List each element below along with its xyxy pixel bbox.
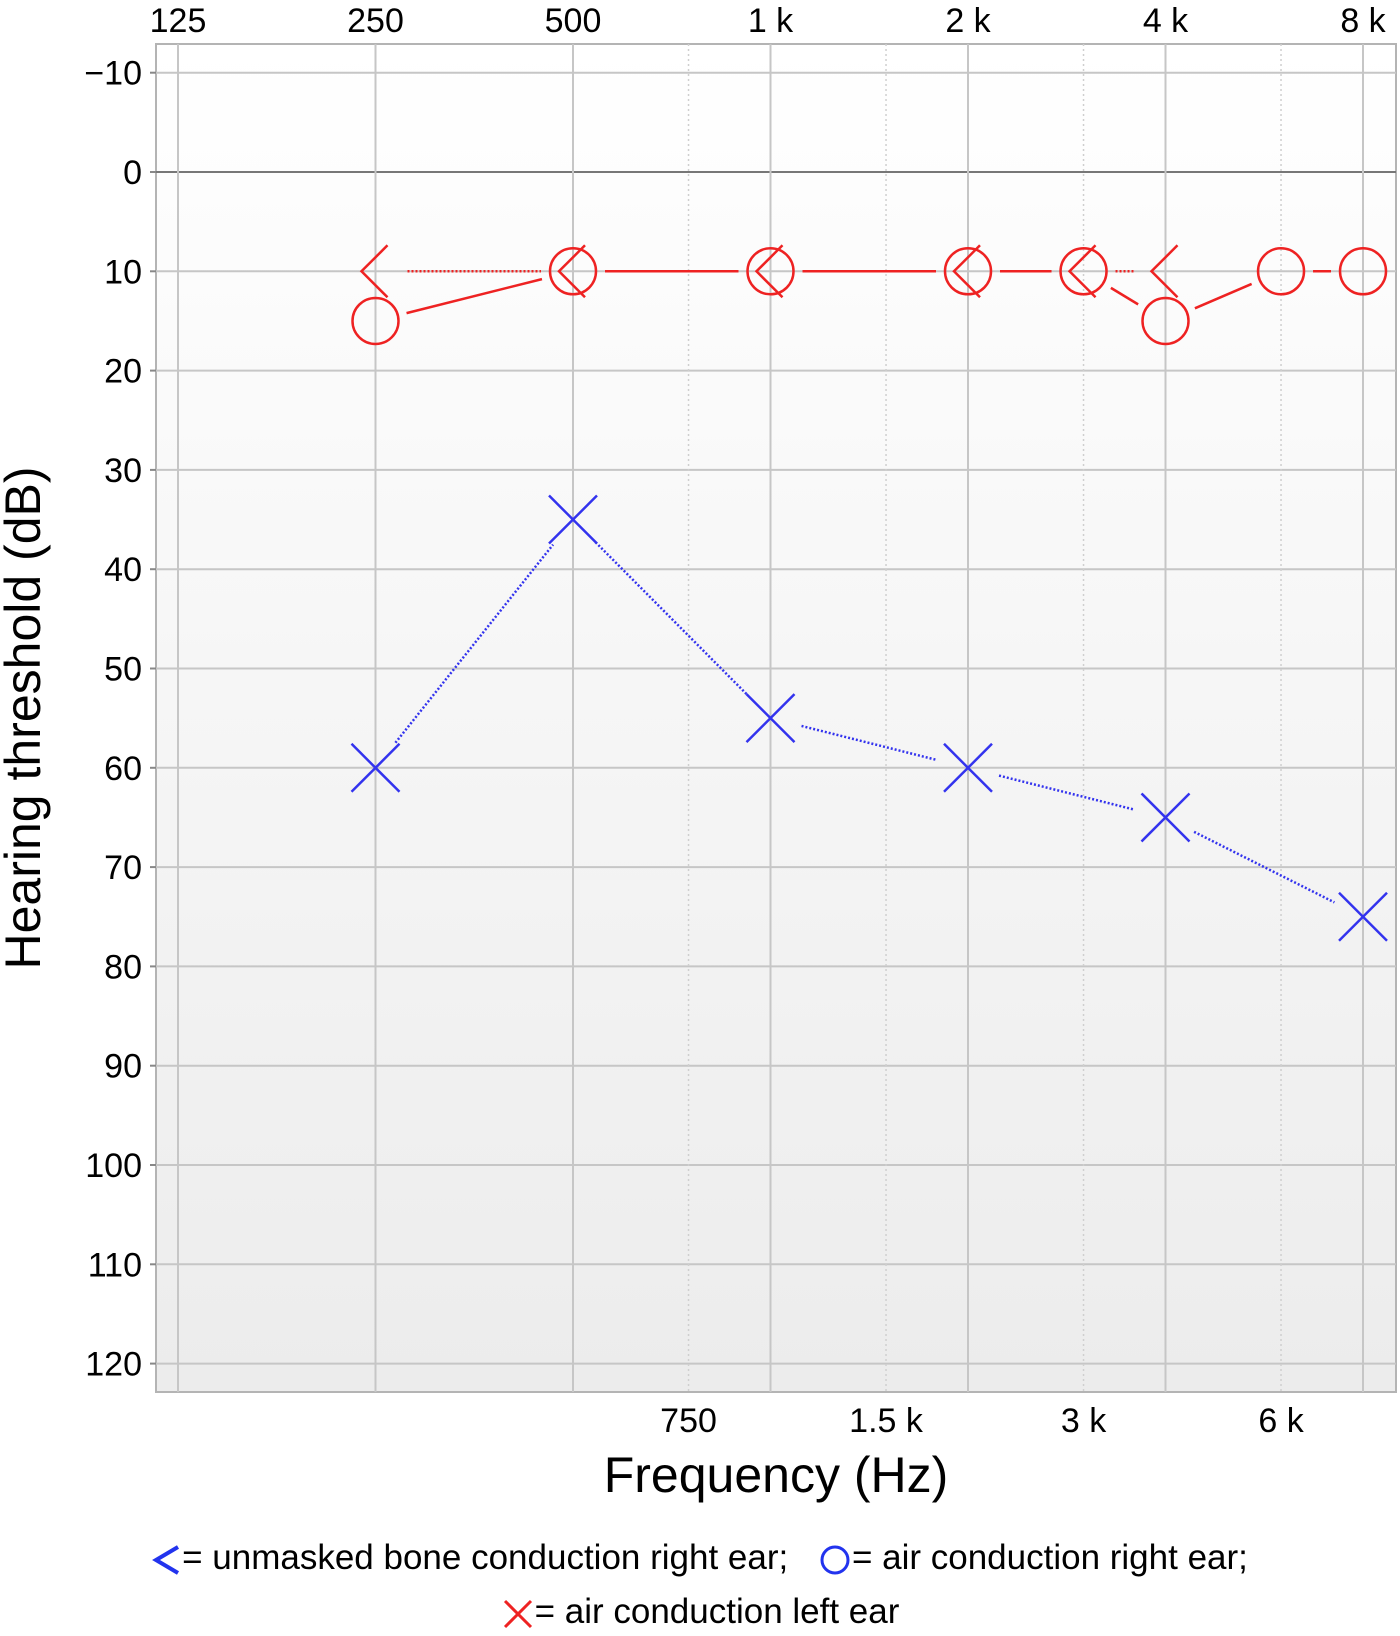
series-line-segment — [594, 541, 749, 697]
x-top-tick-label: 8 k — [1340, 2, 1386, 40]
bone-right-marker — [952, 244, 981, 299]
air-right-marker — [351, 296, 400, 346]
y-tick-label: 90 — [104, 1048, 142, 1086]
series-line-segment — [1194, 282, 1253, 310]
x-bottom-tick-label: 1.5 k — [849, 1402, 924, 1440]
air-left-marker — [745, 693, 796, 744]
series-line-segment — [406, 277, 543, 315]
air-right-marker — [746, 247, 795, 296]
x-top-tick-label: 4 k — [1143, 2, 1189, 40]
air-left-marker-stroke — [350, 742, 401, 793]
bone-right-marker — [557, 244, 586, 299]
cross-icon — [503, 1599, 532, 1628]
y-tick-label: 10 — [104, 253, 142, 291]
series-line-segment — [1110, 286, 1139, 306]
series-line-segment — [801, 724, 938, 762]
air-left-marker-stroke — [1140, 792, 1191, 843]
air-left-marker-stroke — [745, 693, 796, 744]
x-top-tick-label: 125 — [150, 2, 207, 40]
bone-right-marker — [1149, 244, 1179, 299]
audiogram-chart: −10 0 10 20 30 40 50 60 70 80 90 100 110 120 125 250 500… — [0, 2, 1397, 1503]
y-tick-label: 60 — [104, 750, 142, 788]
legend-item-air-left: = air conduction left ear — [501, 1592, 900, 1632]
axis-tick-labels: −10 0 10 20 30 40 50 60 70 80 90 100 110 120 125 250 500… — [84, 2, 1386, 1440]
y-tick-label: 110 — [88, 1246, 142, 1284]
bracket-left-icon — [152, 1545, 180, 1575]
air-right-marker — [1141, 296, 1190, 346]
air-left-marker-stroke — [548, 494, 598, 545]
air-right-marker — [1256, 247, 1306, 296]
data-markers — [350, 244, 1388, 942]
air-left-marker — [1140, 792, 1191, 843]
series-line-segment — [998, 774, 1135, 811]
legend-item-air-right: = air conduction right ear; — [818, 1538, 1248, 1578]
air-left-marker — [548, 494, 598, 545]
air-right-marker — [1338, 247, 1388, 296]
bone-right-marker — [1067, 244, 1097, 299]
legend-row-2: = air conduction left ear — [0, 1592, 1400, 1632]
y-tick-label: −10 — [84, 55, 142, 93]
x-bottom-tick-label: 3 k — [1061, 1402, 1107, 1440]
air-left-marker — [1338, 891, 1388, 942]
air-left-marker — [350, 742, 401, 793]
x-axis-title: Frequency (Hz) — [604, 1447, 949, 1503]
air-right-marker — [548, 247, 598, 296]
y-tick-label: 100 — [85, 1147, 142, 1185]
x-top-tick-label: 1 k — [748, 2, 794, 40]
grid-lines — [150, 44, 1396, 1392]
x-top-tick-label: 250 — [347, 2, 404, 40]
air-left-marker-stroke — [1338, 891, 1388, 942]
y-tick-label: 40 — [104, 551, 142, 589]
legend-label-air-left: = air conduction left ear — [534, 1592, 900, 1631]
x-bottom-tick-label: 6 k — [1258, 1402, 1304, 1440]
air-left-marker-stroke — [943, 742, 993, 793]
legend-item-bone: = unmasked bone conduction right ear; — [152, 1538, 788, 1578]
series-connecting-lines — [394, 270, 1335, 904]
y-tick-label: 50 — [104, 651, 142, 689]
air-right-marker — [1059, 247, 1108, 296]
y-tick-label: 30 — [104, 452, 142, 490]
legend-label-bone: = unmasked bone conduction right ear; — [182, 1538, 789, 1577]
bone-right-marker — [754, 244, 784, 299]
plot-area — [155, 43, 1397, 1393]
legend-label-air-right: = air conduction right ear; — [851, 1538, 1248, 1577]
air-left-marker — [943, 742, 993, 793]
circle-icon — [820, 1545, 850, 1575]
y-tick-label: 120 — [85, 1346, 142, 1384]
y-tick-label: 20 — [104, 353, 142, 391]
air-right-marker — [943, 247, 993, 296]
x-top-tick-label: 500 — [545, 2, 602, 40]
x-bottom-tick-label: 750 — [660, 1402, 717, 1440]
y-tick-label: 0 — [123, 154, 142, 192]
x-top-tick-label: 2 k — [945, 2, 991, 40]
bone-right-marker — [359, 244, 389, 299]
legend-row-1: = unmasked bone conduction right ear; = … — [0, 1538, 1400, 1578]
y-tick-label: 70 — [104, 849, 142, 887]
y-tick-label: 80 — [104, 948, 142, 986]
y-axis-title: Hearing threshold (dB) — [0, 466, 51, 969]
